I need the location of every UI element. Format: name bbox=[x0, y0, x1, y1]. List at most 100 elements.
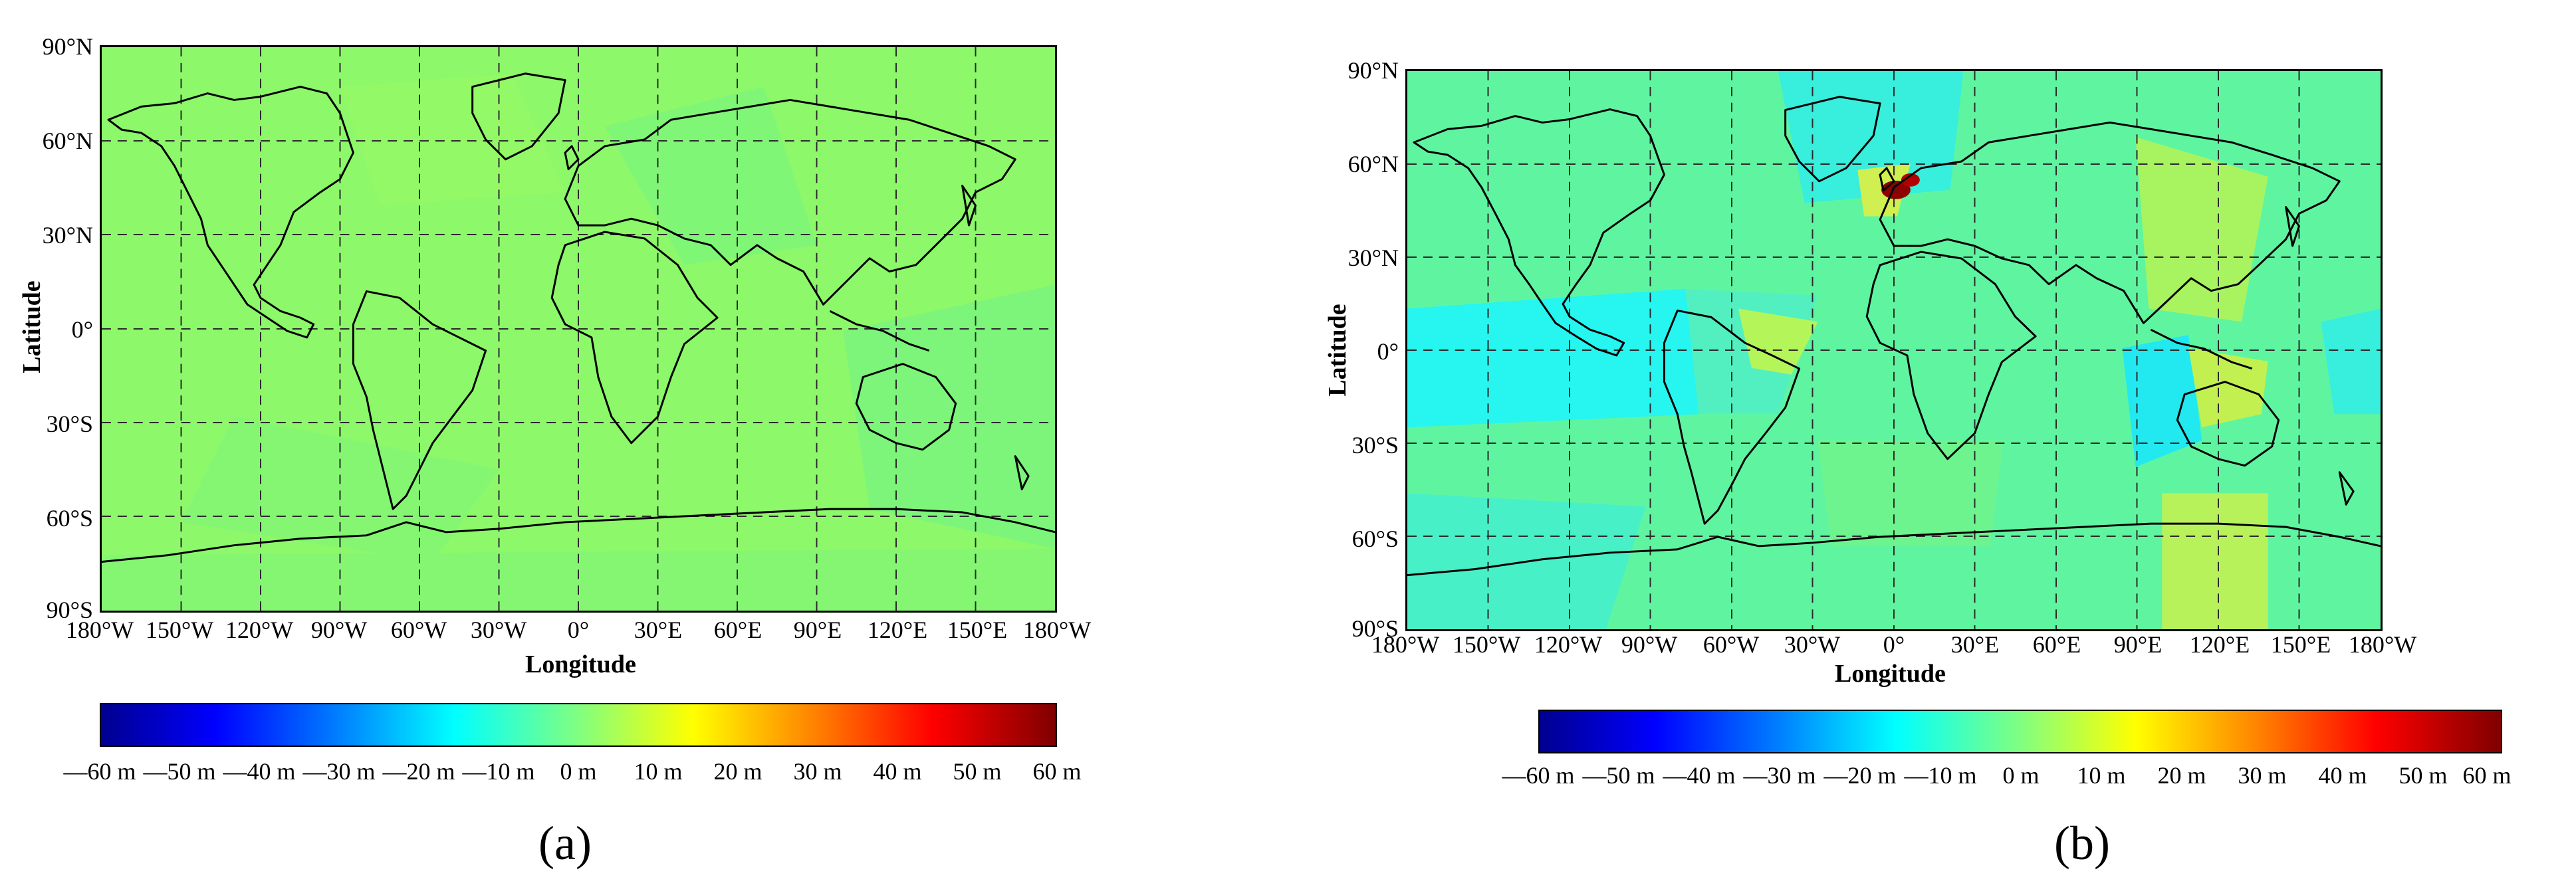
colorbar-tick: —60 m bbox=[63, 758, 136, 785]
colorbar-tick: 50 m bbox=[953, 758, 1002, 785]
australia-coast bbox=[855, 363, 957, 451]
field-patch bbox=[2162, 493, 2268, 629]
lon-tick: 30°E bbox=[1950, 631, 2000, 658]
south-america-coast bbox=[1663, 309, 1801, 525]
colorbar-tick: —60 m bbox=[1502, 762, 1575, 789]
indonesia-coast bbox=[829, 310, 930, 352]
field-patch bbox=[1738, 308, 1818, 375]
coastlines bbox=[1407, 96, 2381, 577]
field-patch bbox=[102, 548, 1055, 611]
uk-coast bbox=[564, 145, 580, 171]
colorbar-tick: —10 m bbox=[462, 758, 535, 785]
field-patch bbox=[2122, 335, 2202, 467]
africa-coast bbox=[550, 231, 719, 445]
lon-tick: 90°W bbox=[310, 617, 368, 643]
colorbar-tick: 40 m bbox=[873, 758, 922, 785]
colorbar-tick: 0 m bbox=[560, 758, 597, 785]
lon-tick: 120°W bbox=[225, 617, 294, 643]
lat-tick: 60°N bbox=[1347, 151, 1399, 177]
north-america-coast bbox=[1413, 108, 1665, 357]
lon-tick: 180°W bbox=[1022, 617, 1092, 643]
south-america-coast bbox=[352, 290, 487, 510]
antarctica-coast bbox=[1407, 522, 2381, 577]
field-patch bbox=[340, 73, 566, 206]
colorbar-tick: 60 m bbox=[2462, 762, 2512, 789]
eurasia-coast bbox=[564, 98, 1016, 306]
lon-tick: 90°E bbox=[2113, 631, 2163, 658]
panel-label-a: (a) bbox=[538, 817, 592, 870]
colorbar-tick: 20 m bbox=[2157, 762, 2206, 789]
map-plot-b bbox=[1405, 69, 2383, 631]
lon-tick: 150°W bbox=[1452, 631, 1521, 658]
lon-tick: 150°E bbox=[2270, 631, 2331, 658]
lon-tick: 150°E bbox=[947, 617, 1008, 643]
colorbar-tick: 30 m bbox=[2238, 762, 2287, 789]
lon-tick: 60°E bbox=[2032, 631, 2081, 658]
japan-coast bbox=[2285, 206, 2300, 247]
lon-tick: 60°W bbox=[390, 617, 447, 643]
colorbar-tick: —20 m bbox=[382, 758, 455, 785]
colorbar-tick: —40 m bbox=[223, 758, 296, 785]
graticule bbox=[102, 47, 1055, 611]
coastlines bbox=[102, 72, 1055, 563]
lon-tick: 30°W bbox=[1784, 631, 1841, 658]
map-plot-a bbox=[100, 45, 1057, 613]
lat-tick: 30°S bbox=[46, 411, 93, 437]
lon-tick: 90°E bbox=[793, 617, 842, 643]
map-svg-b bbox=[1407, 71, 2381, 629]
lon-tick: 30°E bbox=[634, 617, 683, 643]
lon-tick: 60°E bbox=[713, 617, 762, 643]
colorbar-tick: 40 m bbox=[2318, 762, 2367, 789]
lat-tick: 90°S bbox=[46, 597, 93, 623]
colorbar-a bbox=[100, 703, 1057, 747]
field-patch bbox=[1817, 441, 2004, 546]
colorbar-tick: —40 m bbox=[1663, 762, 1736, 789]
lat-tick: 30°N bbox=[1347, 245, 1399, 271]
antarctica-coast bbox=[102, 508, 1055, 563]
colorbar-tick: —30 m bbox=[302, 758, 376, 785]
x-axis-title: Longitude bbox=[525, 650, 636, 678]
lat-tick: 0° bbox=[71, 316, 93, 343]
colorbar-tick: —50 m bbox=[1582, 762, 1655, 789]
lon-tick: 60°W bbox=[1702, 631, 1760, 658]
colorbar-tick: —20 m bbox=[1823, 762, 1897, 789]
lat-tick: 90°S bbox=[1351, 615, 1399, 642]
graticule bbox=[1407, 71, 2381, 629]
hotspot bbox=[1901, 173, 1920, 187]
lon-tick: 0° bbox=[1883, 631, 1905, 658]
uk-coast bbox=[1879, 167, 1895, 192]
australia-coast bbox=[2176, 381, 2280, 467]
colorbar-tick: 30 m bbox=[793, 758, 842, 785]
colorbar-tick: 60 m bbox=[1032, 758, 1082, 785]
lat-tick: 60°N bbox=[42, 128, 93, 154]
lat-tick: 60°S bbox=[46, 505, 93, 532]
panel-a: Latitude 90°N 60°N 30°N 0° 30°S 60°S 90°… bbox=[18, 35, 1092, 870]
north-america-coast bbox=[107, 86, 354, 339]
colorbar-tick: —10 m bbox=[1904, 762, 1977, 789]
lat-tick: 60°S bbox=[1351, 526, 1399, 552]
colorbar-tick: 10 m bbox=[2077, 762, 2126, 789]
lon-tick: 150°W bbox=[145, 617, 214, 643]
field-patch bbox=[2135, 137, 2268, 322]
new-zealand-coast bbox=[1014, 455, 1030, 490]
lon-tick: 180°W bbox=[2348, 631, 2417, 658]
field-patch bbox=[1407, 288, 1699, 428]
greenland-coast bbox=[1784, 96, 1881, 183]
colorbar-tick: 50 m bbox=[2399, 762, 2448, 789]
lon-tick: 120°W bbox=[1534, 631, 1603, 658]
greenland-coast bbox=[471, 72, 566, 161]
panel-b: Latitude 90°N 60°N 30°N 0° 30°S 60°S 90°… bbox=[1288, 0, 2576, 893]
map-svg-a bbox=[102, 47, 1055, 611]
x-axis-title: Longitude bbox=[1835, 660, 1946, 688]
colorbar-tick: 20 m bbox=[713, 758, 762, 785]
colorbar-tick: —50 m bbox=[143, 758, 216, 785]
lat-tick: 90°N bbox=[1347, 57, 1399, 84]
lat-tick: 30°S bbox=[1351, 432, 1399, 458]
panel-label-b: (b) bbox=[2054, 817, 2110, 870]
africa-coast bbox=[1865, 250, 2037, 460]
lat-tick: 30°N bbox=[42, 222, 93, 248]
colorbar-b bbox=[1538, 710, 2502, 753]
lon-tick: 90°W bbox=[1621, 631, 1678, 658]
indonesia-coast bbox=[2150, 328, 2253, 370]
lon-tick: 0° bbox=[567, 617, 590, 643]
